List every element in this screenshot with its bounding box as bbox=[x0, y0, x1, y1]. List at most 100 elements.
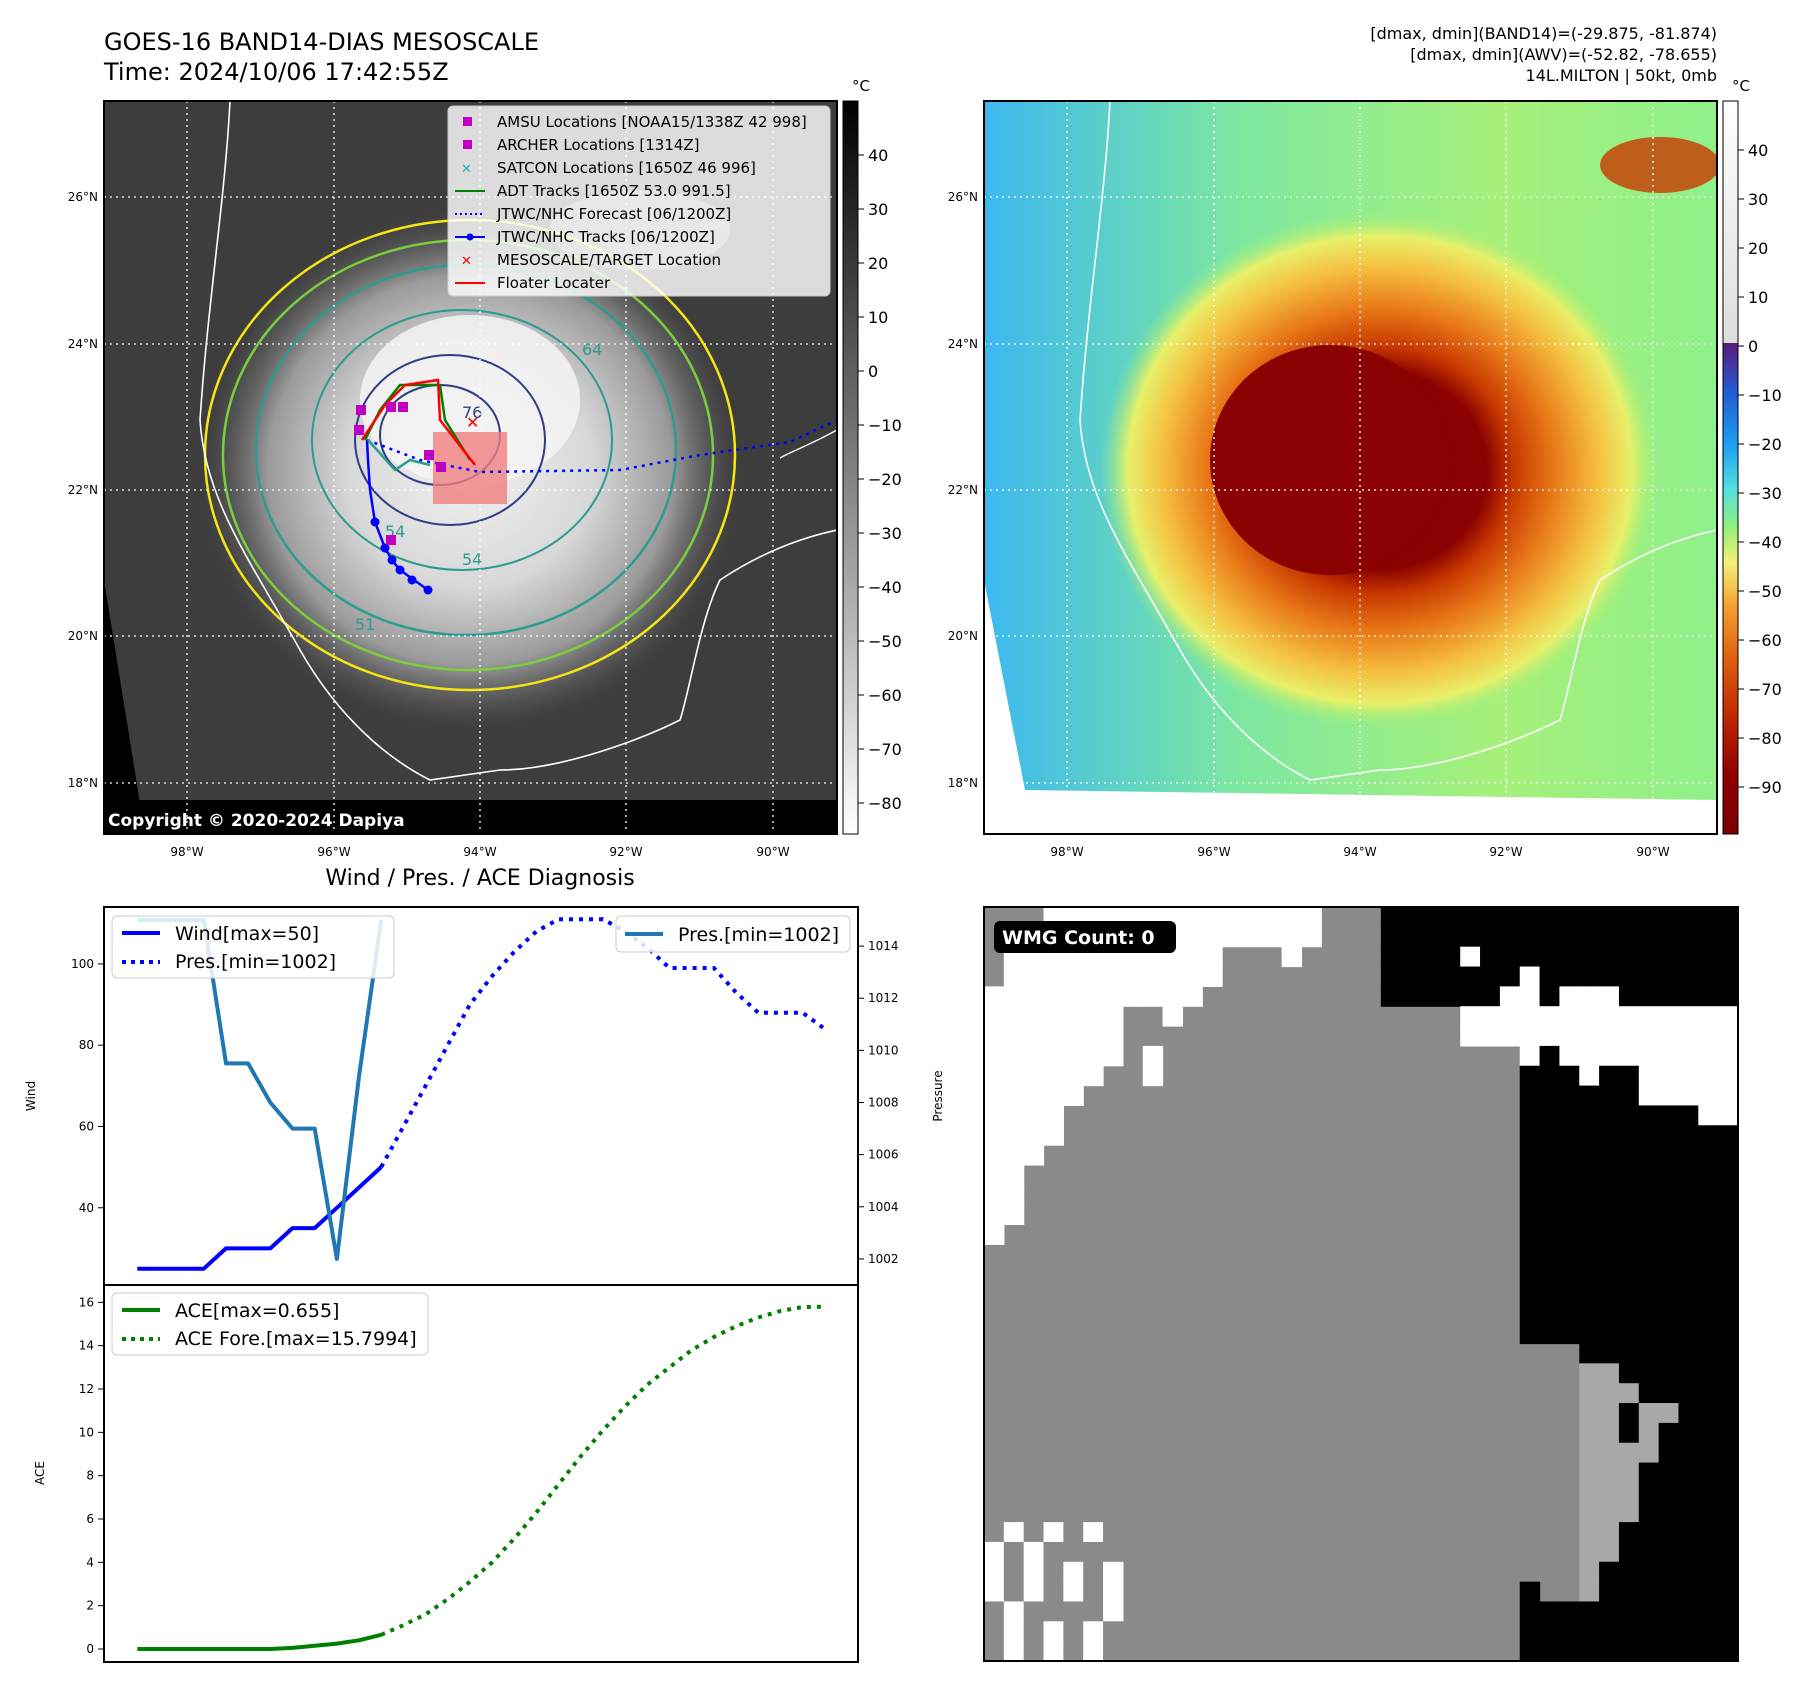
ace-ytick-label: 2 bbox=[86, 1599, 94, 1613]
wmg-cell bbox=[1083, 1541, 1104, 1563]
wmg-cell bbox=[1023, 1145, 1045, 1166]
wmg-cell bbox=[1698, 1323, 1719, 1345]
info-band14: [dmax, dmin](BAND14)=(-29.875, -81.874) bbox=[1370, 24, 1717, 43]
ir-lat-18: 18°N bbox=[68, 776, 98, 790]
wind-ytick-label: 80 bbox=[79, 1038, 94, 1052]
wmg-cell bbox=[1698, 1065, 1719, 1087]
wmg-cell bbox=[1142, 1065, 1164, 1087]
wmg-cell bbox=[1539, 1105, 1561, 1126]
wmg-cell bbox=[1539, 1204, 1561, 1226]
ir-colorbar-tick-label: −30 bbox=[868, 524, 902, 543]
wmg-cell bbox=[1678, 1482, 1699, 1503]
wmg-cell bbox=[1599, 1561, 1620, 1583]
wmg-cell bbox=[1519, 1264, 1541, 1285]
wmg-cell bbox=[1579, 926, 1600, 948]
wind-y2tick-label: 1006 bbox=[868, 1148, 899, 1162]
wmg-cell bbox=[1638, 1323, 1660, 1345]
wmg-cell bbox=[1658, 1383, 1680, 1404]
wmg-cell bbox=[1678, 1065, 1699, 1087]
wmg-cell bbox=[984, 1164, 1005, 1186]
wmg-cell bbox=[1638, 1541, 1660, 1563]
wmg-cell bbox=[984, 1184, 1005, 1206]
wmg-cell bbox=[1202, 946, 1223, 968]
wmg-cell bbox=[1539, 1065, 1561, 1087]
pressure-axis-label: Pressure bbox=[931, 1070, 945, 1121]
ir-legend: AMSU Locations [NOAA15/1338Z 42 998] ARC… bbox=[447, 105, 831, 297]
wmg-cell bbox=[1718, 1363, 1739, 1384]
color-colorbar-ticks: 40 30 20 10 0 −10 −20 −30 −40 −50 −60 −70 −80 −90 bbox=[1738, 141, 1782, 797]
wmg-cell bbox=[1103, 1561, 1124, 1583]
wmg-cell bbox=[1539, 1601, 1561, 1622]
wmg-cell bbox=[1539, 1045, 1561, 1067]
wmg-cell bbox=[1202, 926, 1223, 948]
wmg-cell bbox=[1658, 1422, 1680, 1444]
legend-item-mesoscale: ✕ MESOSCALE/TARGET Location bbox=[461, 251, 721, 269]
wmg-cell bbox=[1023, 1621, 1045, 1642]
wmg-cell bbox=[1579, 1125, 1600, 1146]
wmg-cell bbox=[1043, 1085, 1064, 1107]
color-lat-26: 26°N bbox=[948, 190, 978, 204]
color-lon-96: 96°W bbox=[1197, 845, 1230, 859]
wmg-cell bbox=[984, 1601, 1005, 1622]
ir-lon-90: 90°W bbox=[756, 845, 789, 859]
wmg-cell bbox=[1063, 1045, 1084, 1067]
wmg-cell bbox=[1559, 926, 1580, 948]
wmg-cell bbox=[1658, 1045, 1680, 1067]
wmg-cell bbox=[1658, 1561, 1680, 1583]
wmg-cell bbox=[1083, 1601, 1104, 1622]
wmg-cell bbox=[1599, 1184, 1620, 1206]
wmg-cell bbox=[1519, 986, 1541, 1007]
wmg-cell bbox=[1618, 1164, 1640, 1186]
wmg-cell bbox=[1023, 1065, 1045, 1087]
wmg-cell bbox=[1023, 966, 1045, 987]
wmg-cell bbox=[1599, 1026, 1620, 1047]
color-map-panel: 26°N 24°N 22°N 20°N 18°N 98°W 96°W 94°W … bbox=[948, 77, 1782, 859]
wmg-cell bbox=[1599, 1522, 1620, 1543]
wmg-cell bbox=[1678, 1541, 1699, 1563]
wmg-cell bbox=[1480, 926, 1501, 948]
wmg-cell bbox=[1539, 1323, 1561, 1345]
wmg-cell bbox=[1043, 1105, 1064, 1126]
wmg-cell bbox=[1618, 1363, 1640, 1384]
wmg-cell bbox=[1103, 1541, 1124, 1563]
wmg-cell bbox=[1618, 907, 1640, 928]
wmg-cell bbox=[1519, 907, 1541, 928]
wmg-cell bbox=[1718, 1601, 1739, 1622]
pressure-legend: Pres.[min=1002] bbox=[615, 915, 851, 953]
wmg-cell bbox=[1638, 1303, 1660, 1325]
wmg-cell bbox=[1103, 1026, 1124, 1047]
wmg-cell bbox=[1261, 907, 1283, 928]
wmg-cell bbox=[1519, 1323, 1541, 1345]
wmg-cell bbox=[1083, 1621, 1104, 1642]
wmg-cell bbox=[1658, 926, 1680, 948]
color-colorbar-tick-label: 30 bbox=[1748, 190, 1768, 209]
wmg-cell bbox=[1122, 986, 1144, 1007]
wmg-cell bbox=[1559, 1006, 1580, 1027]
ace-legend-box bbox=[111, 1292, 429, 1356]
wmg-cell bbox=[1023, 1105, 1045, 1126]
wmg-cell bbox=[1698, 1522, 1719, 1543]
wmg-cell bbox=[1678, 907, 1699, 928]
wmg-cell bbox=[1003, 1204, 1025, 1226]
wmg-cell bbox=[1599, 1125, 1620, 1146]
wmg-cell bbox=[1599, 1403, 1620, 1424]
wmg-cell bbox=[984, 1561, 1005, 1583]
color-map-frame bbox=[983, 100, 1718, 835]
wmg-cell bbox=[1658, 1085, 1680, 1107]
wmg-cell bbox=[1618, 946, 1640, 968]
wmg-cell bbox=[1519, 1026, 1541, 1047]
wind-ytick-label: 40 bbox=[79, 1201, 94, 1215]
wmg-cell bbox=[1519, 1244, 1541, 1265]
wmg-cell bbox=[1698, 1303, 1719, 1325]
wmg-cell bbox=[1718, 1462, 1739, 1484]
wmg-cell bbox=[1698, 1204, 1719, 1226]
wmg-cell bbox=[1063, 1065, 1084, 1087]
wmg-cell bbox=[1480, 907, 1501, 928]
wmg-cell bbox=[984, 1105, 1005, 1126]
wmg-cell bbox=[1638, 1125, 1660, 1146]
wmg-cell bbox=[1698, 1264, 1719, 1285]
wmg-cell bbox=[1083, 966, 1104, 987]
contour-label-64: 64 bbox=[582, 340, 602, 359]
wmg-cell bbox=[1718, 1422, 1739, 1444]
wmg-cell bbox=[1003, 1541, 1025, 1563]
